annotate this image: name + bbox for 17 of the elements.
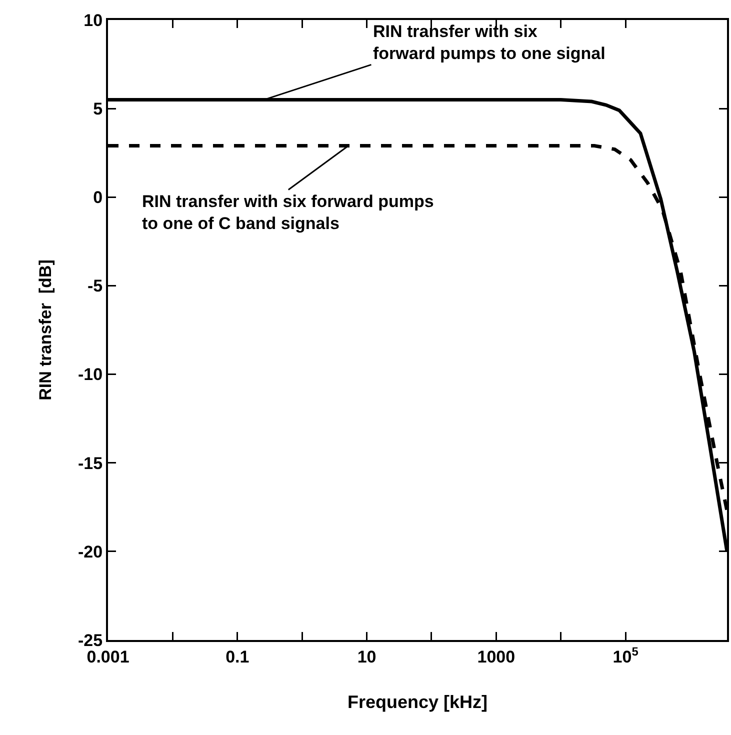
x-tick-label: 0.1 (226, 647, 250, 666)
y-tick-label: -5 (87, 276, 103, 296)
y-tick-label: 10 (84, 10, 103, 30)
annotation: RIN transfer with six forward pumps to one of C band signals (142, 192, 434, 234)
x-tick-label: 10 (357, 647, 376, 666)
y-tick-label: -25 (78, 630, 103, 650)
y-tick-label: -15 (78, 454, 103, 473)
y-tick-label: 0 (93, 188, 103, 208)
x-tick-label: 1000 (477, 647, 516, 666)
x-tick-label: 0.001 (86, 647, 130, 666)
annotation: RIN transfer with six forward pumps to one signal (373, 22, 606, 64)
y-tick-label: -10 (78, 365, 103, 384)
y-axis-title: RIN transfer [dB] (36, 260, 56, 400)
y-tick-label: 5 (93, 100, 103, 119)
y-tick-label: -20 (78, 542, 103, 562)
x-tick-label: 10$^{5}$ (612, 644, 639, 666)
x-axis-title: Frequency [kHz] (347, 692, 488, 712)
